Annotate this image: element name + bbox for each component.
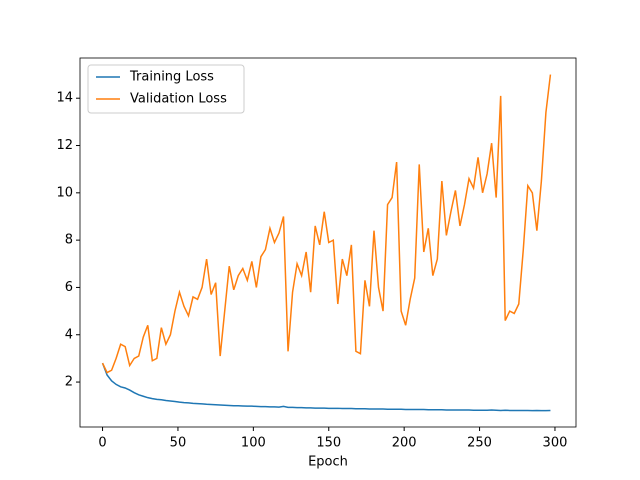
y-tick-label: 10 — [56, 185, 73, 200]
x-axis-label: Epoch — [308, 455, 348, 470]
line-series — [101, 74, 552, 374]
y-tick-label: 8 — [65, 233, 73, 248]
y-tick-label: 12 — [56, 138, 73, 153]
legend-label: Training Loss — [129, 70, 214, 85]
line-series — [101, 362, 551, 412]
y-tick-label: 14 — [56, 91, 73, 106]
y-tick-label: 6 — [65, 280, 73, 295]
x-tick-label: 50 — [170, 436, 187, 451]
legend-label: Validation Loss — [130, 92, 227, 107]
x-tick-label: 250 — [467, 436, 492, 451]
y-tick-label: 2 — [65, 375, 73, 390]
x-tick-label: 300 — [543, 436, 568, 451]
legend-box — [87, 64, 245, 114]
x-tick-label: 100 — [241, 436, 266, 451]
x-tick-label: 200 — [392, 436, 417, 451]
x-tick-label: 0 — [98, 436, 106, 451]
x-tick-label: 150 — [316, 436, 341, 451]
y-tick-label: 4 — [65, 327, 73, 342]
plot-frame — [79, 57, 577, 428]
